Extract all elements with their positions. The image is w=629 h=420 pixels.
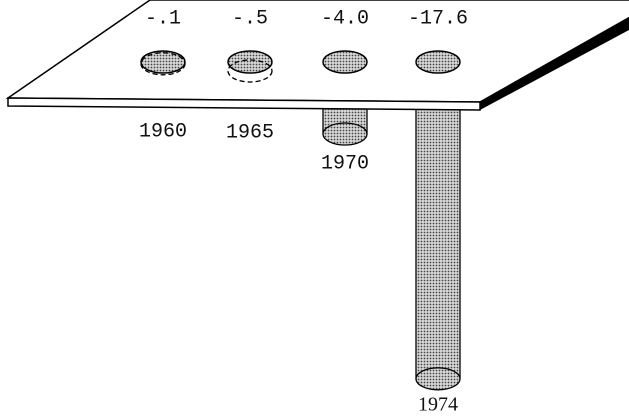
value-label: -17.6 (408, 7, 468, 30)
category-label: 1960 (139, 121, 187, 144)
category-label: 1970 (321, 152, 369, 175)
value-label: -.5 (232, 7, 268, 30)
pillar-cover (324, 132, 366, 135)
hole (228, 51, 272, 73)
category-label: 1974 (418, 394, 458, 416)
value-label: -.1 (145, 7, 181, 30)
chart: -.1 1960 -.5 1965 -4.0 1970 -17.6 1974 (0, 0, 629, 420)
pillar-cover (417, 377, 459, 380)
plate (8, 0, 629, 110)
plate-top (8, 0, 629, 102)
category-label: 1965 (226, 121, 274, 144)
hole (141, 51, 185, 73)
pillars-below (323, 62, 460, 390)
hole (323, 51, 367, 73)
value-label: -4.0 (321, 7, 369, 30)
hole (416, 51, 460, 73)
